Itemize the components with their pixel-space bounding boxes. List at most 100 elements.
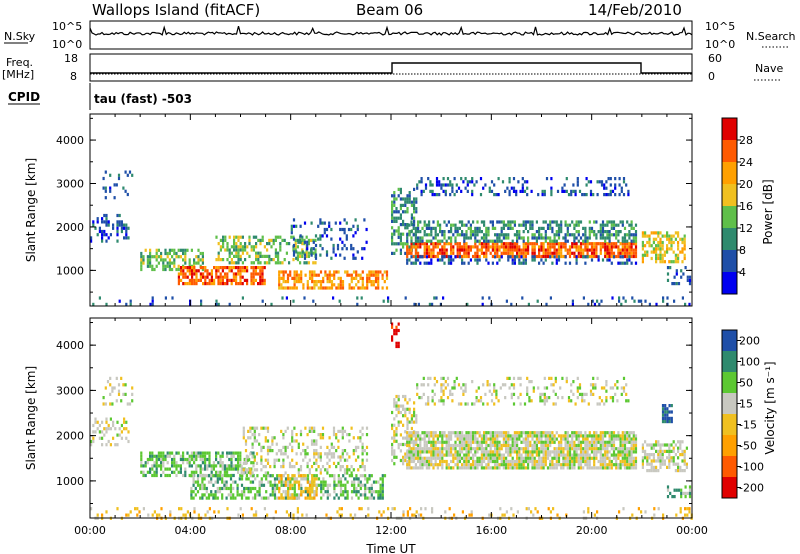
power-cell bbox=[131, 173, 134, 177]
velocity-cell bbox=[226, 467, 229, 471]
velocity-cell bbox=[571, 456, 574, 460]
velocity-cell bbox=[428, 463, 431, 467]
power-cell bbox=[177, 248, 180, 252]
velocity-cell bbox=[195, 451, 198, 455]
velocity-cell bbox=[666, 413, 669, 417]
velocity-cell bbox=[264, 471, 267, 475]
power-cell bbox=[451, 189, 454, 193]
velocity-cell bbox=[293, 439, 296, 443]
velocity-cell bbox=[321, 465, 325, 469]
power-cell bbox=[157, 261, 160, 265]
power-cell bbox=[466, 302, 469, 306]
power-cell bbox=[593, 248, 596, 252]
velocity-cell bbox=[399, 458, 402, 463]
velocity-cell bbox=[483, 434, 486, 438]
power-cell bbox=[461, 258, 464, 262]
power-cell bbox=[414, 236, 417, 240]
velocity-cell bbox=[511, 459, 514, 464]
velocity-cell bbox=[393, 398, 396, 402]
power-cell bbox=[372, 280, 375, 284]
velocity-cell bbox=[500, 434, 503, 438]
power-cell bbox=[296, 258, 299, 262]
velocity-cell bbox=[266, 429, 270, 433]
power-cell bbox=[149, 258, 152, 262]
velocity-cell bbox=[452, 447, 455, 451]
velocity-cell bbox=[586, 440, 589, 444]
velocity-cell bbox=[372, 496, 376, 500]
power-cell bbox=[328, 221, 331, 225]
velocity-cell bbox=[483, 456, 486, 460]
power-cell bbox=[200, 299, 203, 303]
velocity-cell bbox=[450, 450, 453, 454]
power-cell bbox=[279, 261, 282, 265]
velocity-cell bbox=[623, 450, 627, 454]
power-cell bbox=[230, 278, 233, 282]
velocity-cell bbox=[322, 493, 325, 497]
velocity-cell bbox=[497, 399, 500, 403]
power-cell bbox=[197, 269, 200, 273]
velocity-cell bbox=[162, 457, 165, 462]
power-cell bbox=[199, 251, 202, 256]
velocity-cell bbox=[677, 469, 680, 473]
velocity-cell bbox=[463, 466, 466, 470]
power-cell bbox=[535, 236, 538, 240]
velocity-cell bbox=[476, 450, 479, 454]
velocity-cell bbox=[588, 459, 591, 464]
power-cell bbox=[368, 270, 371, 274]
power-cell bbox=[524, 245, 527, 249]
velocity-cell bbox=[111, 402, 114, 406]
velocity-cell bbox=[646, 462, 649, 466]
velocity-cell bbox=[454, 450, 457, 454]
velocity-cell bbox=[406, 437, 409, 441]
velocity-cell bbox=[542, 440, 545, 444]
power-cell bbox=[522, 251, 525, 255]
velocity-cell bbox=[621, 437, 624, 441]
velocity-cell bbox=[562, 466, 565, 470]
velocity-cell bbox=[546, 443, 550, 448]
velocity-cell bbox=[577, 431, 580, 435]
velocity-cell bbox=[546, 447, 550, 451]
power-cell bbox=[599, 245, 602, 249]
velocity-cell bbox=[101, 420, 104, 424]
velocity-cell bbox=[406, 455, 409, 459]
power-cell bbox=[538, 226, 541, 230]
velocity-cell bbox=[328, 452, 331, 456]
velocity-cell bbox=[116, 433, 119, 437]
velocity-cell bbox=[474, 450, 477, 454]
power-cell bbox=[579, 251, 583, 255]
power-cell bbox=[463, 248, 466, 252]
velocity-cell bbox=[474, 437, 477, 441]
velocity-cell bbox=[610, 459, 613, 464]
power-cell bbox=[283, 238, 286, 242]
power-cell bbox=[288, 242, 291, 246]
velocity-cell bbox=[511, 443, 514, 448]
power-cell bbox=[640, 299, 643, 303]
velocity-cell bbox=[447, 463, 450, 467]
power-cell bbox=[406, 258, 409, 262]
power-cell bbox=[105, 223, 108, 227]
power-cell bbox=[436, 245, 439, 249]
power-cell bbox=[610, 251, 613, 255]
velocity-cell bbox=[203, 477, 206, 481]
velocity-cell bbox=[487, 450, 490, 454]
velocity-cell bbox=[238, 477, 241, 481]
velocity-cell bbox=[155, 473, 158, 478]
velocity-cell bbox=[579, 450, 583, 454]
power-cell bbox=[450, 239, 453, 243]
power-cell bbox=[584, 242, 587, 246]
power-cell bbox=[462, 180, 465, 184]
velocity-cell bbox=[319, 436, 322, 440]
power-cell bbox=[425, 251, 428, 255]
velocity-cell bbox=[478, 443, 481, 448]
velocity-cell bbox=[381, 486, 384, 491]
velocity-cell bbox=[381, 483, 384, 487]
power-cell bbox=[213, 266, 216, 270]
power-cell bbox=[202, 272, 205, 276]
velocity-cell bbox=[593, 437, 596, 441]
velocity-cell bbox=[590, 437, 594, 441]
power-cell bbox=[463, 245, 466, 249]
velocity-cell bbox=[304, 474, 307, 478]
velocity-cell bbox=[538, 440, 541, 444]
velocity-cell bbox=[644, 449, 647, 453]
power-cell bbox=[372, 273, 375, 277]
